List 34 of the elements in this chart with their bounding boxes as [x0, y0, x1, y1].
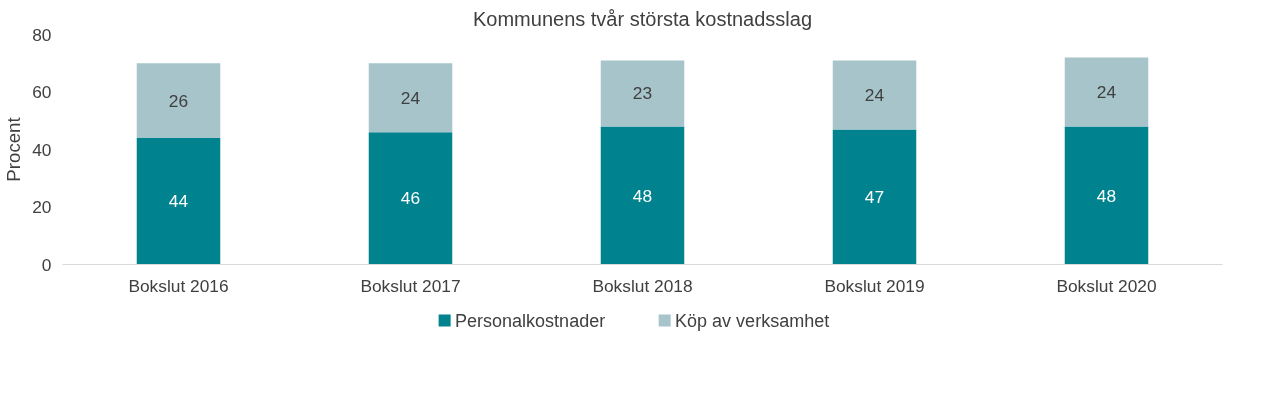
data-label: 23 [632, 83, 653, 104]
y-tick-label: 80 [32, 24, 52, 45]
data-label: 24 [1096, 82, 1117, 102]
y-axis-title: Procent [3, 116, 25, 182]
y-tick-label: 0 [41, 254, 52, 275]
data-label: 24 [864, 84, 885, 105]
x-tick-label: Bokslut 2017 [360, 275, 461, 296]
bar [368, 63, 453, 133]
legend-label: Personalkostnader [455, 310, 606, 331]
bar [600, 60, 685, 127]
bar [832, 129, 917, 265]
x-tick-label: Bokslut 2020 [1056, 275, 1157, 296]
bar [136, 138, 221, 265]
data-label: 47 [864, 186, 885, 207]
bar [600, 126, 685, 265]
data-label: 24 [400, 87, 421, 108]
bar [136, 63, 221, 138]
y-tick-label: 40 [32, 139, 52, 160]
bar [832, 60, 917, 130]
data-label: 48 [1096, 185, 1117, 206]
data-label: 46 [400, 188, 421, 209]
x-tick-label: Bokslut 2018 [592, 275, 693, 296]
y-tick-label: 60 [32, 82, 52, 102]
legend-label: Köp av verksamhet [675, 310, 830, 331]
data-label: 48 [632, 185, 653, 206]
data-label: 44 [168, 191, 189, 212]
y-tick-label: 20 [32, 197, 52, 217]
bar [1064, 126, 1149, 265]
bar [1064, 57, 1149, 127]
data-label: 26 [168, 90, 189, 111]
chart-title: Kommunens tvår största kostnadsslag [472, 7, 813, 30]
x-tick-label: Bokslut 2016 [128, 275, 229, 296]
bar [368, 132, 453, 265]
x-tick-label: Bokslut 2019 [824, 275, 925, 296]
